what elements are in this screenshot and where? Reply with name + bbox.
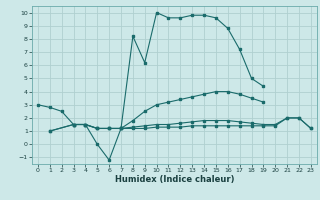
X-axis label: Humidex (Indice chaleur): Humidex (Indice chaleur) (115, 175, 234, 184)
